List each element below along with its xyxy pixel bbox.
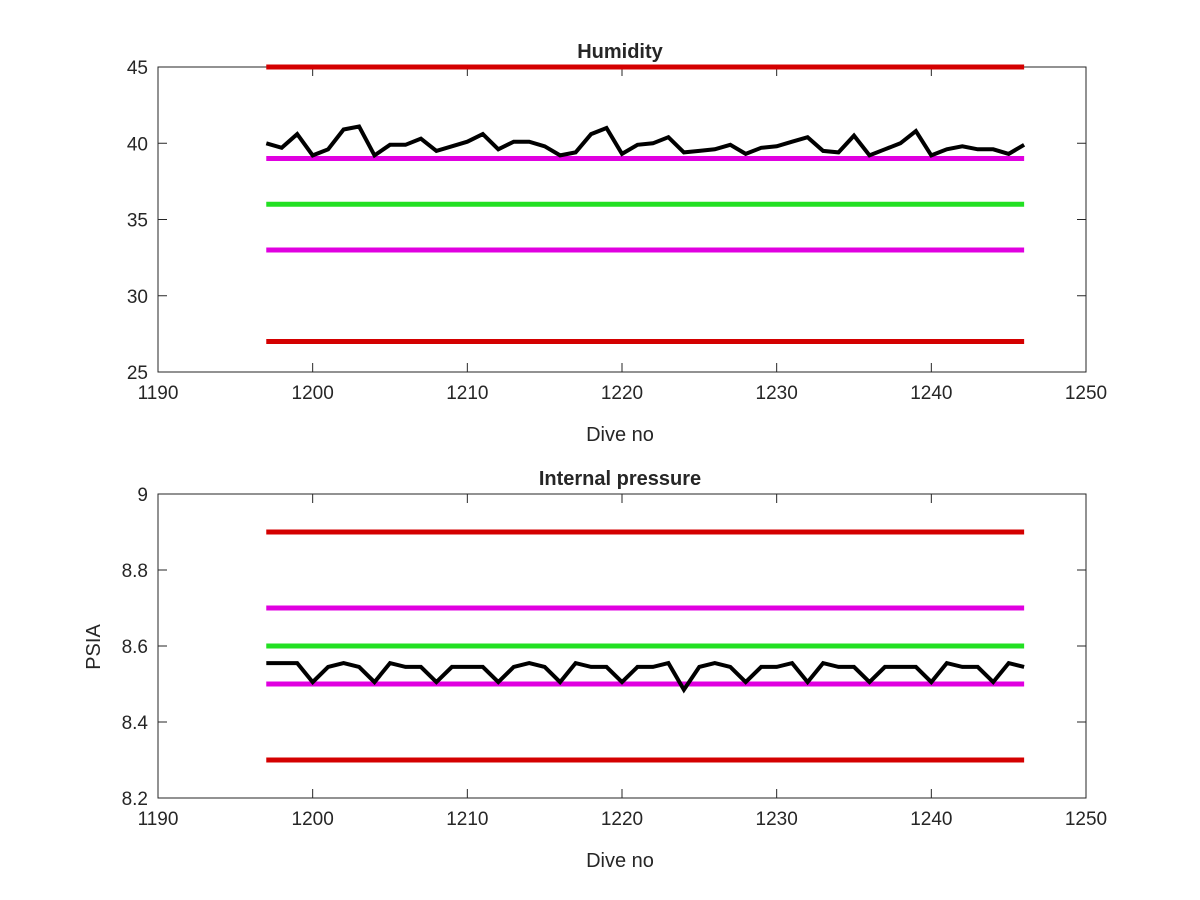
y-axis-label: PSIA [83,624,105,670]
y-tick-label: 35 [127,211,148,232]
x-tick-label: 1190 [138,383,179,404]
chart-title: Humidity [577,41,663,63]
y-tick-label: 8.2 [122,789,148,810]
x-tick-label: 1250 [1065,383,1107,404]
y-tick-label: 8.8 [122,561,148,582]
plot-area: 1190 1200 1210 1220 1230 1240 1250 8.2 8.4 8.6 8.8… [122,485,1108,830]
y-tick-label: 30 [127,287,148,308]
x-tick-label: 1230 [756,809,798,830]
x-axis-label: Dive no [586,850,654,872]
x-tick-label: 1200 [292,383,334,404]
y-tick-label: 8.4 [122,713,149,734]
x-tick-label: 1200 [292,809,334,830]
x-tick-label: 1210 [446,383,488,404]
axes-box [157,66,1087,373]
series-line [265,124,1026,159]
x-tick-label: 1220 [601,809,643,830]
x-tick-label: 1240 [910,809,952,830]
y-tick-label: 8.6 [122,637,148,658]
x-tick-label: 1220 [601,383,643,404]
series-line [266,660,1025,694]
humidity-chart: Humidity 1190 1200 1210 1220 1230 1240 1250 25 3… [127,41,1107,446]
y-tick-label: 25 [127,363,148,384]
y-tick-label: 45 [127,58,148,79]
y-tick-label: 40 [127,134,148,155]
plot-area: 1190 1200 1210 1220 1230 1240 1250 25 30 35 40 45 [127,58,1107,404]
y-tick-label: 9 [137,485,148,506]
chart-title: Internal pressure [539,468,701,490]
x-tick-label: 1210 [446,809,488,830]
x-axis-label: Dive no [586,424,654,446]
x-tick-label: 1190 [138,809,179,830]
x-tick-label: 1230 [756,383,798,404]
x-tick-label: 1250 [1065,809,1107,830]
x-tick-label: 1240 [910,383,952,404]
internal-pressure-chart: Internal pressure 1190 1200 1210 1220 1230 12… [83,468,1107,872]
